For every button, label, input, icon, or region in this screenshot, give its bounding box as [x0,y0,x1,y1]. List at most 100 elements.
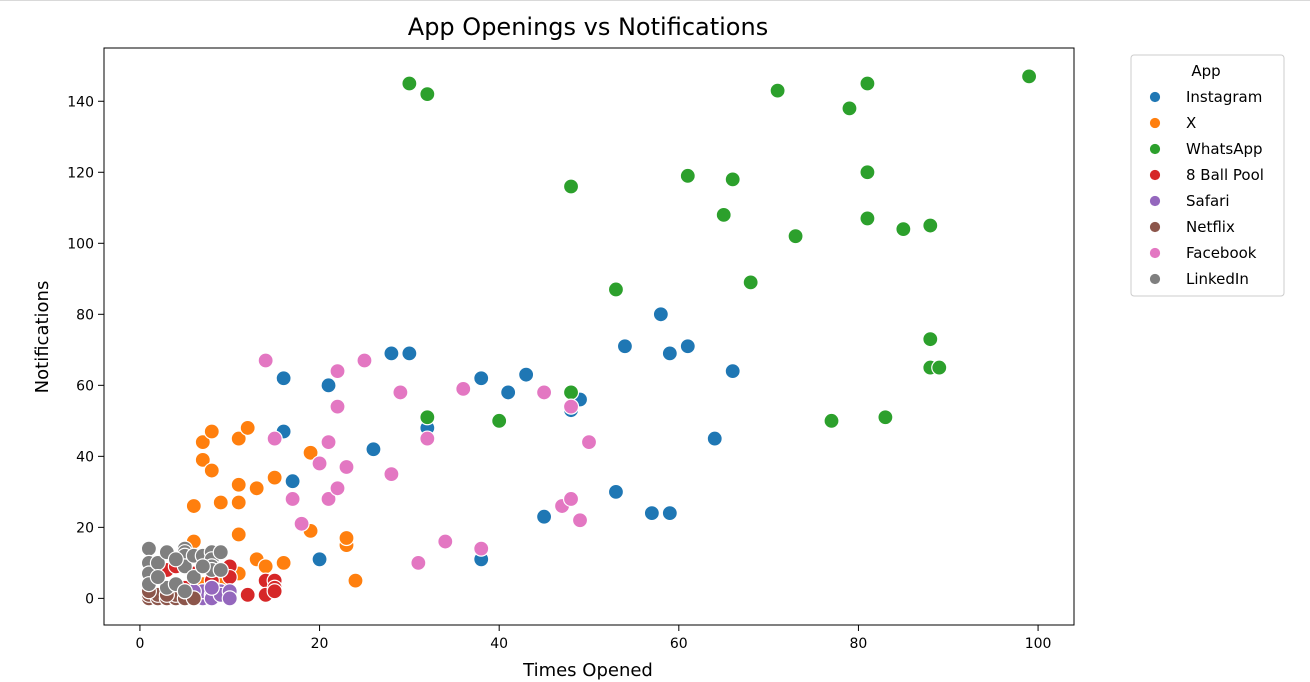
data-point-facebook [562,398,580,415]
data-point-instagram [616,338,634,355]
data-point-whatsapp [859,210,876,227]
data-point-instagram [518,366,535,383]
data-point-linkedin [149,568,166,586]
data-point-instagram [679,338,696,355]
data-point-x [248,480,265,497]
data-point-facebook [562,490,580,508]
data-point-whatsapp [787,228,804,245]
data-point-linkedin [212,544,229,561]
data-point-facebook [535,384,553,401]
legend-title: App [1191,62,1220,80]
data-point-safari [221,590,238,607]
x-axis-label: Times Opened [522,660,653,681]
data-point-whatsapp [1020,68,1038,85]
data-point-facebook [311,455,328,472]
data-point-whatsapp [895,220,912,238]
data-point-instagram [652,306,669,323]
legend-label-netflix: Netflix [1186,218,1235,236]
data-point-x [194,434,211,451]
data-point-facebook [329,363,346,380]
data-point-x [302,444,319,461]
data-point-facebook [329,398,346,415]
y-tick-label: 0 [85,591,94,607]
data-point-facebook [580,434,598,451]
legend-label-x: X [1186,114,1196,132]
data-point-instagram [643,505,660,522]
x-tick-label: 100 [1025,636,1052,652]
legend-marker-safari [1149,195,1161,207]
data-point-instagram [706,430,723,447]
data-point-whatsapp [922,331,939,348]
legend-marker-linkedin [1149,273,1161,285]
data-point-x [230,526,247,543]
data-point-x [338,529,355,547]
data-point-x [257,558,274,575]
data-point-8-ball-pool [239,586,256,603]
legend-marker-whatsapp [1149,143,1161,155]
data-point-facebook [571,512,589,529]
legend: App Instagram X WhatsApp 8 Ball Pool Safari N… [1130,54,1285,297]
data-point-instagram [311,551,328,568]
plot-area-frame [103,47,1075,626]
data-point-instagram [383,345,400,362]
data-point-whatsapp [679,167,696,184]
top-divider [0,0,1310,4]
legend-label-whatsapp: WhatsApp [1186,140,1263,158]
data-point-instagram [607,483,625,500]
x-tick-label: 20 [311,636,329,652]
data-point-facebook [356,352,373,369]
data-point-instagram [724,363,741,380]
data-point-instagram [500,384,517,401]
data-point-whatsapp [922,217,939,234]
y-axis-ticks: 0 20 40 60 80 100 120 140 [67,94,104,607]
data-point-x [230,476,247,493]
data-point-facebook [455,380,472,397]
x-axis-ticks: 0 20 40 60 80 100 [135,625,1051,652]
data-point-instagram [401,345,418,362]
legend-label-instagram: Instagram [1186,88,1262,106]
data-point-x [230,430,247,447]
data-point-facebook [437,533,454,550]
legend-items: Instagram X WhatsApp 8 Ball Pool Safari Netfl… [1149,88,1264,288]
x-tick-label: 60 [670,636,688,652]
data-point-x [203,423,220,440]
data-point-x [185,497,202,515]
data-point-x [239,419,256,437]
data-point-instagram [365,441,382,458]
data-point-facebook [383,465,400,483]
data-point-instagram [275,370,292,387]
legend-marker-netflix [1149,221,1161,233]
data-point-facebook [473,540,490,557]
x-tick-label: 80 [850,636,868,652]
data-point-linkedin [140,540,158,557]
data-point-whatsapp [491,412,508,429]
data-point-whatsapp [742,274,759,291]
data-point-facebook [284,490,301,508]
points-layer [140,68,1038,607]
y-tick-label: 20 [76,520,94,536]
data-point-whatsapp [841,100,858,117]
data-point-facebook [320,434,337,451]
data-point-whatsapp [859,164,876,181]
data-point-facebook [410,554,427,571]
data-point-x [194,451,211,468]
data-point-x [212,494,229,511]
y-tick-label: 100 [67,236,94,252]
data-point-instagram [320,377,337,394]
legend-label-facebook: Facebook [1186,244,1257,262]
data-point-linkedin [167,551,184,568]
data-point-linkedin [185,568,202,586]
y-tick-label: 140 [67,94,94,110]
data-point-whatsapp [562,178,580,195]
data-point-x [266,469,283,486]
legend-label-safari: Safari [1186,192,1230,210]
chart-title: App Openings vs Notifications [408,13,768,41]
data-point-facebook [293,515,310,532]
y-axis-label: Notifications [32,281,53,394]
data-point-linkedin [176,583,193,600]
data-point-instagram [284,473,301,490]
data-point-whatsapp [419,86,436,103]
data-point-whatsapp [562,384,580,401]
legend-marker-facebook [1149,247,1161,259]
